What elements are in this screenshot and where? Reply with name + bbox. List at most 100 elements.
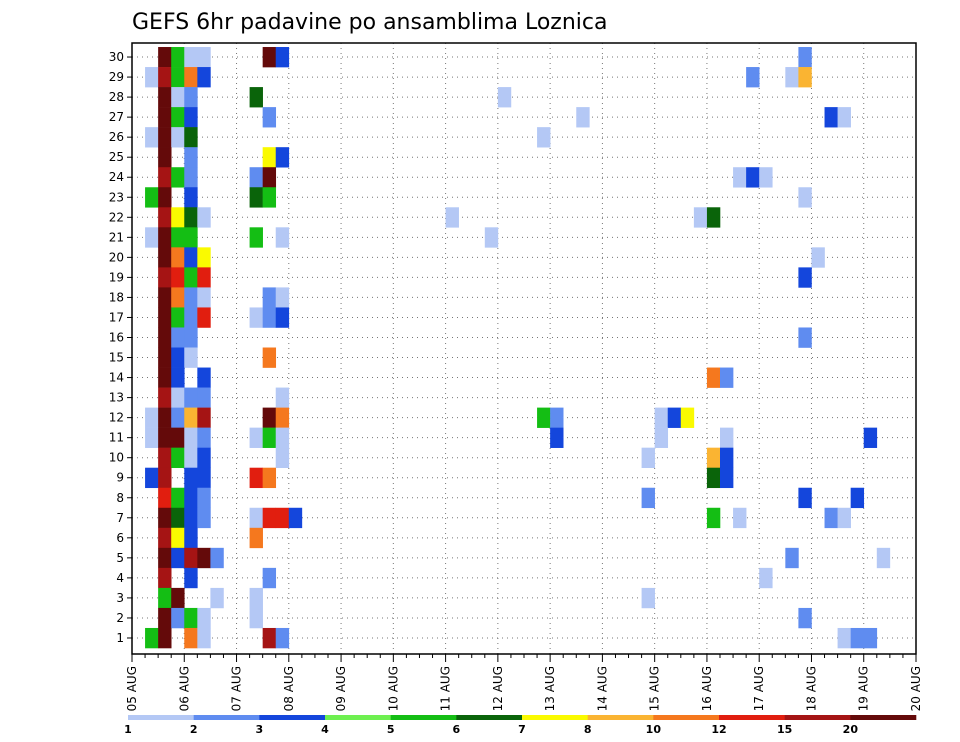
heatmap-cell	[550, 427, 564, 448]
heatmap-cell	[184, 447, 198, 469]
heatmap-cell	[171, 487, 185, 509]
y-tick-label: 26	[109, 130, 124, 144]
heatmap-cell	[641, 487, 655, 509]
heatmap-cell	[184, 47, 198, 68]
heatmap-cell	[210, 547, 224, 569]
heatmap-cell	[171, 127, 185, 148]
heatmap-cell	[171, 107, 185, 128]
heatmap-cell	[171, 307, 185, 328]
y-tick-label: 16	[109, 330, 124, 344]
heatmap-cell	[785, 67, 799, 88]
colorbar-swatch	[653, 715, 720, 720]
heatmap-cell	[249, 307, 263, 328]
heatmap-cell	[171, 347, 185, 368]
heatmap-cell	[262, 567, 277, 589]
heatmap-cell	[537, 127, 551, 148]
heatmap-cell	[262, 187, 277, 208]
y-tick-label: 24	[109, 170, 124, 184]
heatmap-cell	[863, 627, 878, 649]
heatmap-cell	[197, 507, 211, 529]
heatmap-cell	[720, 447, 734, 469]
x-tick-label: 14 AUG	[595, 666, 609, 711]
heatmap-cell	[158, 627, 172, 649]
heatmap-cell	[837, 107, 851, 128]
x-tick-label: 18 AUG	[804, 666, 818, 711]
heatmap-cell	[158, 567, 172, 589]
colorbar-label: 3	[256, 723, 264, 736]
heatmap-cell	[197, 627, 211, 649]
heatmap-cell	[210, 587, 224, 609]
colorbar-label: 10	[646, 723, 662, 736]
heatmap-cell	[158, 607, 172, 629]
heatmap-cell	[158, 227, 172, 248]
y-tick-label: 29	[109, 70, 124, 84]
heatmap-cell	[667, 407, 682, 428]
colorbar-swatch	[719, 715, 785, 720]
heatmap-cell	[184, 607, 198, 629]
heatmap-cell	[537, 407, 551, 428]
heatmap-cell	[171, 267, 185, 288]
y-tick-label: 1	[116, 631, 124, 645]
heatmap-cell	[262, 167, 277, 188]
y-tick-label: 10	[109, 451, 124, 465]
heatmap-cell	[798, 47, 812, 68]
colorbar-label: 1	[124, 723, 132, 736]
heatmap-cell	[550, 407, 564, 428]
heatmap-cell	[158, 147, 172, 168]
y-tick-label: 7	[116, 511, 124, 525]
heatmap-cell	[275, 287, 290, 308]
heatmap-cell	[184, 167, 198, 188]
heatmap-cell	[158, 107, 172, 128]
heatmap-cell	[275, 507, 290, 529]
heatmap-cell	[158, 87, 172, 108]
heatmap-cell	[262, 107, 277, 128]
heatmap-cell	[262, 407, 277, 428]
colorbar: 1 2 3 4 5 6 7 8 10 12 15 20	[124, 715, 917, 736]
heatmap-cell	[171, 87, 185, 108]
heatmap-cell	[249, 427, 263, 448]
heatmap-cell	[249, 587, 263, 609]
y-tick-label: 4	[116, 571, 124, 585]
heatmap-cell	[171, 407, 185, 428]
heatmap-cell	[197, 47, 211, 68]
colorbar-swatch	[456, 715, 523, 720]
heatmap-cell	[158, 307, 172, 328]
heatmap-cell	[785, 547, 799, 569]
colorbar-swatch	[390, 715, 457, 720]
heatmap-cell	[275, 447, 290, 469]
heatmap-cell	[262, 347, 277, 368]
heatmap-cell	[171, 607, 185, 629]
heatmap-cell	[275, 147, 290, 168]
colorbar-swatch	[259, 715, 326, 720]
heatmap-cell	[798, 487, 812, 509]
heatmap-cell	[197, 247, 211, 268]
heatmap-cell	[197, 267, 211, 288]
heatmap-cell	[145, 67, 159, 88]
x-tick-label: 16 AUG	[700, 666, 714, 711]
heatmap-cell	[275, 627, 290, 649]
heatmap-cell	[145, 427, 159, 448]
heatmap-cell	[158, 287, 172, 308]
heatmap-cell	[249, 87, 263, 108]
heatmap-cell	[706, 207, 721, 228]
heatmap-cell	[249, 527, 263, 549]
x-tick-label: 09 AUG	[334, 666, 348, 711]
heatmap-cell	[262, 507, 277, 529]
x-tick-label: 10 AUG	[386, 666, 400, 711]
heatmap-cell	[197, 447, 211, 469]
heatmap-cell	[863, 427, 878, 448]
colorbar-label: 15	[777, 723, 792, 736]
heatmap-cell	[158, 487, 172, 509]
heatmap-cell	[720, 467, 734, 489]
colorbar-swatch	[325, 715, 391, 720]
heatmap-cell	[184, 487, 198, 509]
colorbar-label: 20	[843, 723, 859, 736]
heatmap-cell	[184, 407, 198, 428]
heatmap-cell	[171, 367, 185, 388]
colorbar-label: 2	[190, 723, 198, 736]
heatmap-cell	[798, 187, 812, 208]
heatmap-cell	[184, 327, 198, 348]
y-tick-label: 20	[109, 250, 124, 264]
heatmap-cell	[262, 287, 277, 308]
heatmap-cell	[171, 247, 185, 268]
